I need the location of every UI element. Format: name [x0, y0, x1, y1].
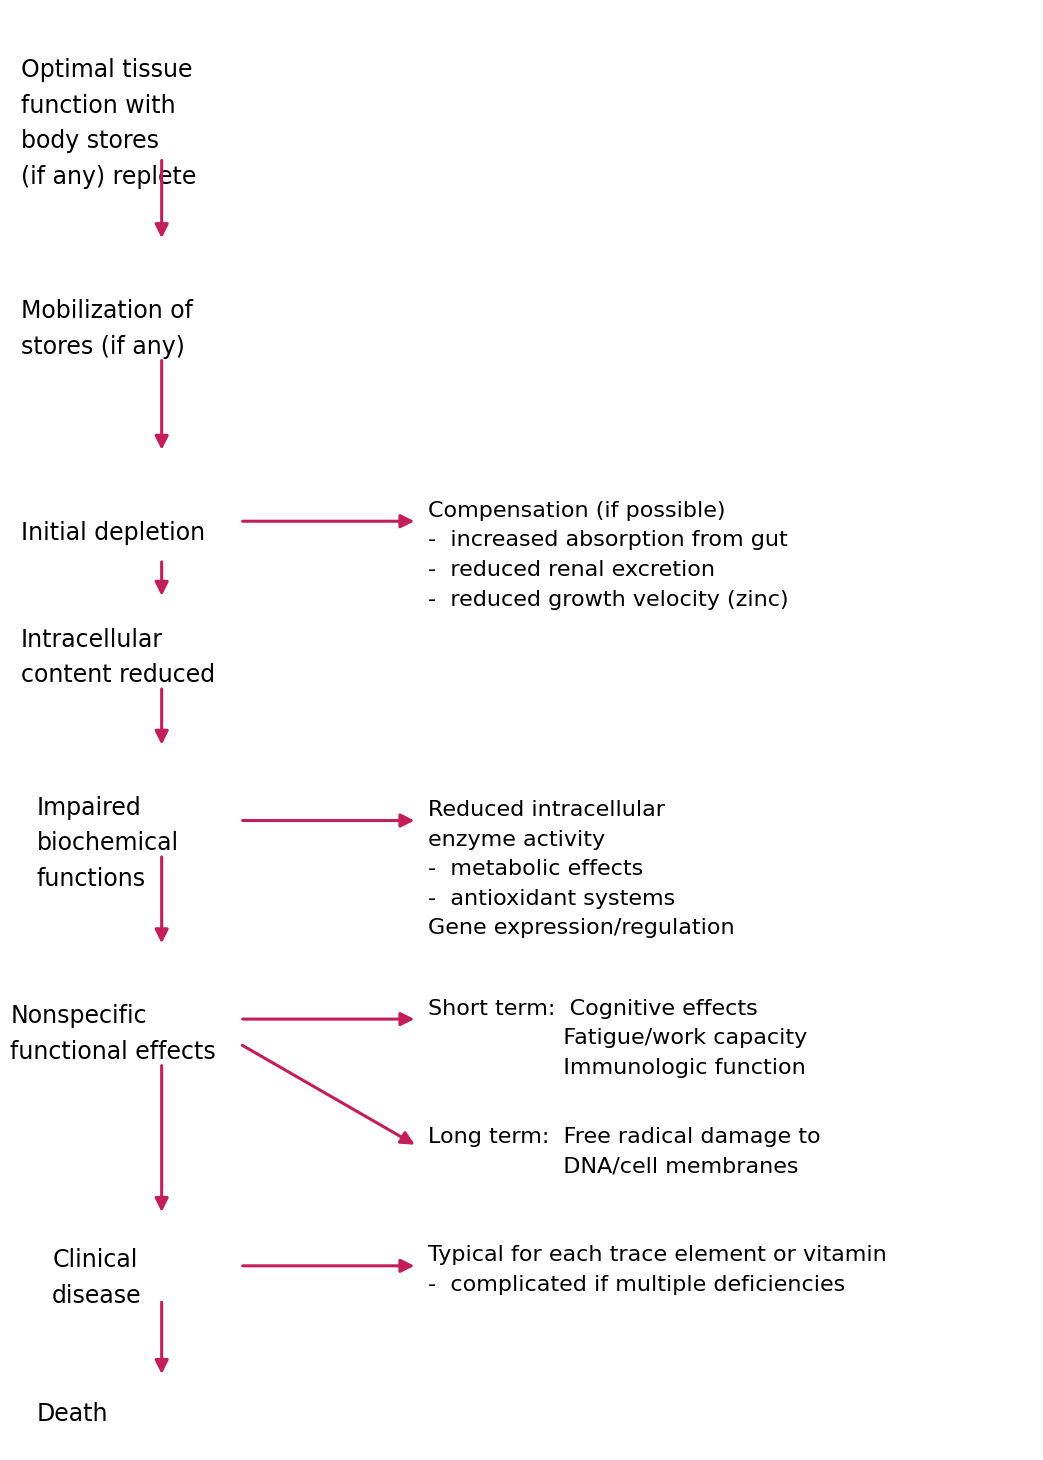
Text: Reduced intracellular
enzyme activity
-  metabolic effects
-  antioxidant system: Reduced intracellular enzyme activity - … [428, 800, 734, 939]
Text: Typical for each trace element or vitamin
-  complicated if multiple deficiencie: Typical for each trace element or vitami… [428, 1245, 887, 1295]
Text: Short term:  Cognitive effects
                   Fatigue/work capacity
        : Short term: Cognitive effects Fatigue/wo… [428, 999, 807, 1077]
Text: Impaired
biochemical
functions: Impaired biochemical functions [37, 796, 178, 891]
Text: Optimal tissue
function with
body stores
(if any) replete: Optimal tissue function with body stores… [21, 58, 196, 188]
Text: Mobilization of
stores (if any): Mobilization of stores (if any) [21, 299, 193, 359]
Text: Death: Death [37, 1402, 108, 1425]
Text: Nonspecific
functional effects: Nonspecific functional effects [10, 1004, 216, 1064]
Text: Compensation (if possible)
-  increased absorption from gut
-  reduced renal exc: Compensation (if possible) - increased a… [428, 501, 789, 610]
Text: Long term:  Free radical damage to
                   DNA/cell membranes: Long term: Free radical damage to DNA/ce… [428, 1127, 820, 1177]
Text: Initial depletion: Initial depletion [21, 521, 205, 545]
Text: Clinical
disease: Clinical disease [52, 1248, 142, 1308]
Text: Intracellular
content reduced: Intracellular content reduced [21, 628, 215, 688]
